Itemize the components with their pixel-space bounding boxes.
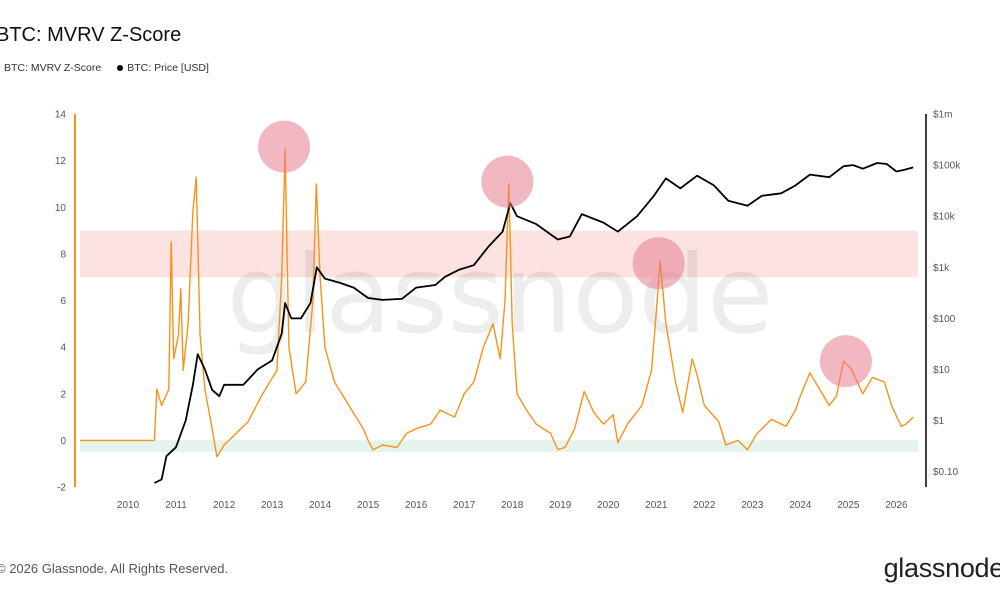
legend-item-zscore[interactable]: BTC: MVRV Z-Score [0,62,101,74]
x-tick-label: 2017 [453,500,476,511]
x-tick-label: 2013 [261,500,284,511]
axes-layer: -2 0 2 4 6 8 10 12 14 $0.10 $1 $10 $100 $1k $10k $100k $… [55,110,961,512]
x-tick-label: 2011 [165,500,187,511]
peak-highlight-marker [481,155,534,208]
y-right-tick-label: $100k [933,161,961,172]
x-tick-label: 2022 [693,500,716,511]
highlight-layer [258,120,872,388]
x-tick-label: 2015 [357,500,380,511]
x-tick-label: 2014 [309,500,332,511]
y-left-tick-label: 8 [60,249,66,260]
y-left-tick-label: 4 [60,343,66,354]
legend-label-price: BTC: Price [USD] [127,62,209,74]
y-left-tick-label: 0 [60,436,66,447]
copyright-text: © 2026 Glassnode. All Rights Reserved. [0,561,229,576]
x-tick-label: 2026 [885,500,908,511]
overvalued-band [80,230,918,278]
x-tick-label: 2021 [645,500,668,511]
zscore-series-line [80,148,914,458]
peak-highlight-marker [632,237,685,290]
legend-item-price[interactable]: BTC: Price [USD] [117,62,209,74]
legend-swatch-price [117,65,124,71]
y-left-tick-label: 6 [60,296,66,307]
y-right-tick-label: $10 [933,365,950,376]
series-layer [80,148,914,484]
x-tick-label: 2012 [213,500,236,511]
x-tick-label: 2024 [789,500,812,511]
bands-layer [80,230,918,453]
legend: BTC: MVRV Z-Score BTC: Price [USD] [0,62,209,74]
y-left-tick-label: 10 [55,203,67,214]
y-right-tick-label: $1m [933,110,952,121]
y-left-tick-label: 14 [55,110,67,121]
x-tick-label: 2016 [405,500,428,511]
peak-highlight-marker [819,335,872,388]
y-left-tick-label: 2 [60,389,66,400]
x-tick-label: 2019 [549,500,572,511]
x-tick-label: 2018 [501,500,524,511]
y-right-tick-label: $10k [933,212,956,223]
y-right-tick-label: $100 [933,314,956,325]
undervalued-band [80,440,918,453]
y-right-tick-label: $1 [933,416,945,427]
y-right-tick-label: $1k [933,263,950,274]
legend-label-zscore: BTC: MVRV Z-Score [4,62,102,74]
y-left-tick-label: -2 [57,483,66,494]
x-tick-label: 2023 [741,500,764,511]
peak-highlight-marker [258,120,311,173]
price-series-line [154,162,914,484]
y-right-tick-label: $0.10 [933,467,958,478]
x-tick-label: 2010 [117,500,140,511]
y-left-tick-label: 12 [55,156,67,167]
brand-logo[interactable]: glassnode [883,553,1000,583]
chart-title: BTC: MVRV Z-Score [0,24,182,46]
x-tick-label: 2025 [837,500,860,511]
watermark-logo: glassnode [227,233,774,358]
x-tick-label: 2020 [597,500,620,511]
